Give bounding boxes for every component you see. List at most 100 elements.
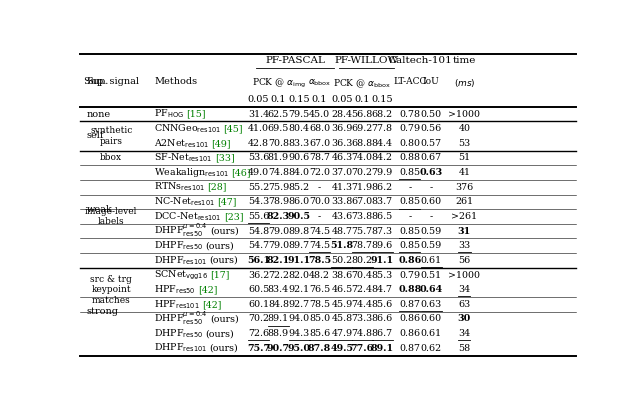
Text: [45]: [45] — [223, 124, 243, 133]
Text: Caltech-101: Caltech-101 — [388, 56, 452, 65]
Text: 91.1: 91.1 — [287, 256, 311, 265]
Text: 0.15: 0.15 — [289, 95, 310, 104]
Text: none: none — [86, 110, 111, 118]
Text: 49.0: 49.0 — [248, 168, 269, 177]
Text: 70.2: 70.2 — [352, 168, 372, 177]
Text: 95.0: 95.0 — [288, 344, 311, 353]
Text: synthetic
pairs: synthetic pairs — [90, 126, 132, 145]
Text: 49.5: 49.5 — [330, 344, 353, 353]
Text: 0.86: 0.86 — [398, 256, 422, 265]
Text: 76.5: 76.5 — [309, 285, 330, 294]
Text: >261: >261 — [451, 212, 477, 221]
Text: 0.62: 0.62 — [420, 344, 442, 353]
Text: 84.2: 84.2 — [372, 154, 392, 162]
Text: 0.1: 0.1 — [312, 95, 327, 104]
Text: 0.1: 0.1 — [355, 95, 370, 104]
Text: PCK @ $\alpha_{\rm img}$: PCK @ $\alpha_{\rm img}$ — [252, 77, 306, 90]
Text: 0.79: 0.79 — [399, 124, 420, 133]
Text: (ours): (ours) — [210, 226, 239, 236]
Text: -: - — [318, 183, 321, 192]
Text: 56.1: 56.1 — [247, 256, 270, 265]
Text: 85.0: 85.0 — [309, 314, 330, 324]
Text: [42]: [42] — [198, 285, 218, 294]
Text: 0.85: 0.85 — [399, 226, 420, 236]
Text: CNNGeo$_{\rm res101}$: CNNGeo$_{\rm res101}$ — [154, 123, 221, 135]
Text: 72.6: 72.6 — [248, 329, 269, 338]
Text: 33: 33 — [458, 241, 470, 250]
Text: 261: 261 — [455, 197, 474, 206]
Text: DHPF$_{\rm res101}$: DHPF$_{\rm res101}$ — [154, 342, 208, 355]
Text: 86.6: 86.6 — [371, 314, 393, 324]
Text: (ours): (ours) — [210, 256, 239, 265]
Text: 78.5: 78.5 — [308, 256, 331, 265]
Text: Sup.: Sup. — [86, 77, 109, 86]
Text: 84.8: 84.8 — [268, 300, 289, 309]
Text: 45.0: 45.0 — [309, 110, 330, 118]
Text: HPF$_{\rm res101}$: HPF$_{\rm res101}$ — [154, 298, 200, 311]
Text: 87.3: 87.3 — [371, 226, 392, 236]
Text: 86.2: 86.2 — [371, 183, 392, 192]
Text: time: time — [452, 56, 476, 65]
Text: -: - — [429, 212, 433, 221]
Text: Sup. signal: Sup. signal — [84, 77, 139, 86]
Text: 37.0: 37.0 — [332, 168, 353, 177]
Text: 88.9: 88.9 — [268, 329, 289, 338]
Text: 0.85: 0.85 — [399, 241, 420, 250]
Text: strong: strong — [86, 307, 118, 316]
Text: 89.8: 89.8 — [289, 226, 310, 236]
Text: 73.3: 73.3 — [351, 314, 373, 324]
Text: 78.9: 78.9 — [268, 197, 289, 206]
Text: 91.1: 91.1 — [371, 256, 394, 265]
Text: 60.1: 60.1 — [248, 300, 269, 309]
Text: 0.05: 0.05 — [331, 95, 353, 104]
Text: [47]: [47] — [218, 197, 237, 206]
Text: 74.0: 74.0 — [352, 154, 372, 162]
Text: 86.5: 86.5 — [371, 212, 393, 221]
Text: 89.1: 89.1 — [371, 344, 394, 353]
Text: 85.2: 85.2 — [289, 183, 310, 192]
Text: 82.1: 82.1 — [267, 256, 290, 265]
Text: 51.8: 51.8 — [330, 241, 353, 250]
Text: [46]: [46] — [232, 168, 251, 177]
Text: 0.05: 0.05 — [248, 95, 269, 104]
Text: 70.4: 70.4 — [352, 270, 372, 280]
Text: 68.8: 68.8 — [351, 139, 372, 148]
Text: 90.7: 90.7 — [267, 344, 290, 353]
Text: SF-Net$_{\rm res101}$: SF-Net$_{\rm res101}$ — [154, 152, 213, 164]
Text: 90.5: 90.5 — [288, 212, 311, 221]
Text: LT-ACC: LT-ACC — [393, 77, 426, 86]
Text: 85.3: 85.3 — [371, 270, 393, 280]
Text: DHPF$^{\mu=0.4}_{\rm res50}$: DHPF$^{\mu=0.4}_{\rm res50}$ — [154, 223, 208, 239]
Text: 77.8: 77.8 — [372, 124, 392, 133]
Text: 80.2: 80.2 — [352, 256, 372, 265]
Text: 67.0: 67.0 — [351, 197, 372, 206]
Text: -: - — [429, 183, 433, 192]
Text: 83.3: 83.3 — [289, 139, 310, 148]
Text: 90.6: 90.6 — [289, 154, 310, 162]
Text: DCC-Net$_{\rm res101}$: DCC-Net$_{\rm res101}$ — [154, 210, 222, 223]
Text: 72.0: 72.0 — [309, 168, 330, 177]
Text: 0.59: 0.59 — [420, 241, 442, 250]
Text: 40: 40 — [458, 124, 470, 133]
Text: (ours): (ours) — [210, 344, 239, 353]
Text: 74.8: 74.8 — [352, 329, 372, 338]
Text: Weakalign$_{\rm res101}$: Weakalign$_{\rm res101}$ — [154, 166, 230, 179]
Text: [17]: [17] — [211, 270, 230, 280]
Text: [42]: [42] — [202, 300, 221, 309]
Text: [33]: [33] — [215, 154, 235, 162]
Text: 71.9: 71.9 — [351, 183, 372, 192]
Text: 85.6: 85.6 — [309, 329, 330, 338]
Text: 74.8: 74.8 — [268, 168, 289, 177]
Text: 54.3: 54.3 — [248, 197, 269, 206]
Text: 48.7: 48.7 — [332, 226, 353, 236]
Text: 70.8: 70.8 — [268, 139, 289, 148]
Text: 84.7: 84.7 — [372, 285, 392, 294]
Text: 376: 376 — [455, 183, 474, 192]
Text: 41.0: 41.0 — [248, 124, 269, 133]
Text: 0.57: 0.57 — [420, 139, 442, 148]
Text: src & trg
keypoint
matches: src & trg keypoint matches — [90, 275, 132, 305]
Text: 0.79: 0.79 — [399, 270, 420, 280]
Text: 42.8: 42.8 — [248, 139, 269, 148]
Text: 84.0: 84.0 — [289, 168, 310, 177]
Text: $(ms)$: $(ms)$ — [454, 77, 476, 89]
